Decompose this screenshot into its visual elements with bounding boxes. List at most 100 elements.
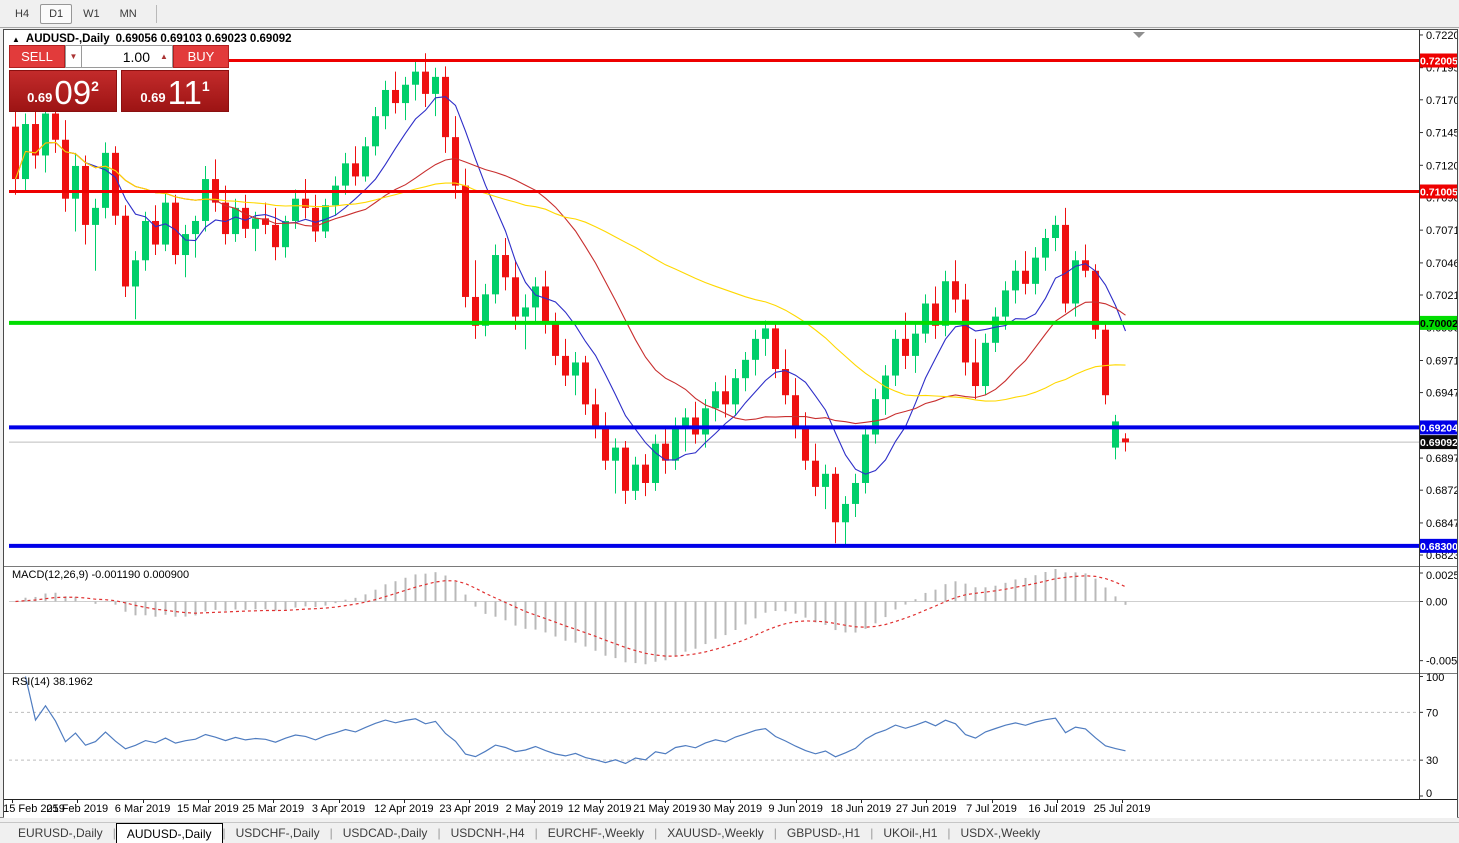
chart-tab-xauusd[interactable]: XAUUSD-,Weekly <box>667 826 764 840</box>
candle-body <box>752 338 759 360</box>
candle-body <box>912 333 919 356</box>
tab-separator: | <box>329 826 333 840</box>
volume-increase-button[interactable]: ▲ <box>156 45 173 68</box>
timeframe-button-w1[interactable]: W1 <box>83 7 100 20</box>
chart-tab-usdx[interactable]: USDX-,Weekly <box>960 826 1041 840</box>
timeframe-button-mn[interactable]: MN <box>119 7 137 20</box>
chart-tab-ukoil[interactable]: UKOil-,H1 <box>883 826 938 840</box>
candle-body <box>252 218 259 229</box>
macd-axis-label: 0.00 <box>1426 597 1447 609</box>
toolbar-separator <box>155 4 157 23</box>
candle-body <box>1052 224 1059 239</box>
candle-body <box>262 218 269 225</box>
candle-body <box>222 202 229 235</box>
candle-body <box>1112 421 1119 448</box>
rsi-indicator-label: RSI(14) 38.1962 <box>12 676 93 688</box>
sell-price-big: 09 <box>54 74 92 111</box>
buy-price-prefix: 0.69 <box>140 90 166 105</box>
candle-body <box>772 328 779 370</box>
date-label: 9 Jun 2019 <box>768 803 823 815</box>
candle-body <box>282 220 289 248</box>
main-chart-canvas[interactable]: 0.722000.719500.717050.714550.712050.709… <box>4 30 1457 566</box>
candle-body <box>82 165 89 225</box>
candle-body <box>972 362 979 387</box>
chart-tab-bar: EURUSD-,Daily | AUDUSD-,Daily | USDCHF-,Dail… <box>0 822 1459 843</box>
date-tick <box>1122 800 1124 803</box>
date-tick <box>273 800 275 803</box>
one-click-trade-panel: SELL ▼ ▲ BUY 0.69 09 2 0.69 11 1 <box>9 45 229 112</box>
candle-body <box>522 307 529 317</box>
candle-body <box>1042 238 1049 258</box>
candle-body <box>322 205 329 232</box>
chart-tab-usdcnh[interactable]: USDCNH-,H4 <box>450 826 525 840</box>
volume-field-wrap <box>82 45 156 68</box>
candle-body <box>512 277 519 317</box>
candle-body <box>452 137 459 186</box>
macd-panel-canvas[interactable]: 0.00252 0.00 -0.00523 <box>4 566 1457 673</box>
sell-price-button[interactable]: 0.69 09 2 <box>9 70 117 112</box>
candle-body <box>1102 329 1109 396</box>
candle-body <box>532 286 539 308</box>
date-tick <box>665 800 666 803</box>
candle-body <box>982 342 989 387</box>
chart-tab-audusd[interactable]: AUDUSD-,Daily <box>115 823 223 843</box>
chart-tab-eurusd[interactable]: EURUSD-,Daily <box>18 826 103 840</box>
price-badge-support-1 <box>1420 420 1457 435</box>
chart-tab-usdchf[interactable]: USDCHF-,Daily <box>235 826 320 840</box>
candle-body <box>242 207 249 229</box>
candle-body <box>1032 257 1039 284</box>
price-tick-label: 0.69715 <box>1426 355 1457 367</box>
candle-body <box>462 185 469 297</box>
time-axis[interactable]: 15 Feb 2019 25 Feb 2019 6 Mar 2019 15 Mar 2… <box>3 799 1457 818</box>
candle-body <box>52 113 59 140</box>
timeframe-button-h4[interactable]: H4 <box>15 7 30 20</box>
candle-body <box>1012 270 1019 291</box>
buy-button[interactable]: BUY <box>173 45 229 68</box>
timeframe-button-d1[interactable]: D1 <box>40 3 73 24</box>
date-tick <box>599 800 601 803</box>
date-label: 15 Feb 2019 <box>3 803 65 815</box>
buy-price-sup: 1 <box>201 78 210 94</box>
candle-body <box>922 303 929 334</box>
chart-tab-usdcad[interactable]: USDCAD-,Daily <box>342 826 428 840</box>
candle-body <box>1072 260 1079 304</box>
chart-tab-gbpusd[interactable]: GBPUSD-,H1 <box>786 826 861 840</box>
sell-button[interactable]: SELL <box>9 45 65 68</box>
date-label: 7 Jul 2019 <box>966 803 1017 815</box>
date-label: 21 May 2019 <box>633 803 697 815</box>
candle-body <box>872 399 879 435</box>
sell-price-prefix: 0.69 <box>27 90 53 105</box>
volume-decrease-button[interactable]: ▼ <box>65 45 82 68</box>
candle-body <box>72 165 79 199</box>
candle-body <box>392 89 399 104</box>
price-badge-support-2 <box>1420 538 1457 553</box>
date-label: 16 Jul 2019 <box>1028 803 1086 815</box>
date-label: 18 Jun 2019 <box>830 803 892 815</box>
candle-body <box>182 234 189 256</box>
candle-body <box>812 460 819 487</box>
buy-price-button[interactable]: 0.69 11 1 <box>121 70 229 112</box>
candle-body <box>762 328 769 339</box>
candle-body <box>312 207 319 232</box>
volume-input[interactable] <box>82 46 156 67</box>
price-tick-label: 0.71705 <box>1426 95 1457 107</box>
candle-body <box>1092 270 1099 330</box>
rsi-panel-canvas[interactable]: 100 70 30 0 <box>4 673 1457 799</box>
date-label: 27 Jun 2019 <box>895 803 957 815</box>
candle-body <box>782 369 789 396</box>
candle-body <box>682 417 689 428</box>
candle-body <box>62 139 69 199</box>
tab-separator: | <box>437 826 441 840</box>
candle-body <box>132 260 139 287</box>
date-label: 23 Apr 2019 <box>439 803 499 815</box>
candle-body <box>112 152 119 216</box>
date-label: 2 May 2019 <box>505 803 564 815</box>
candle-body <box>892 338 899 376</box>
candle-body <box>32 124 39 156</box>
chart-tab-eurchf[interactable]: EURCHF-,Weekly <box>547 826 645 840</box>
current-price-badge <box>1420 435 1457 450</box>
collapse-icon[interactable]: ▲ <box>12 34 20 44</box>
chart-shift-marker-icon[interactable] <box>1133 32 1145 38</box>
